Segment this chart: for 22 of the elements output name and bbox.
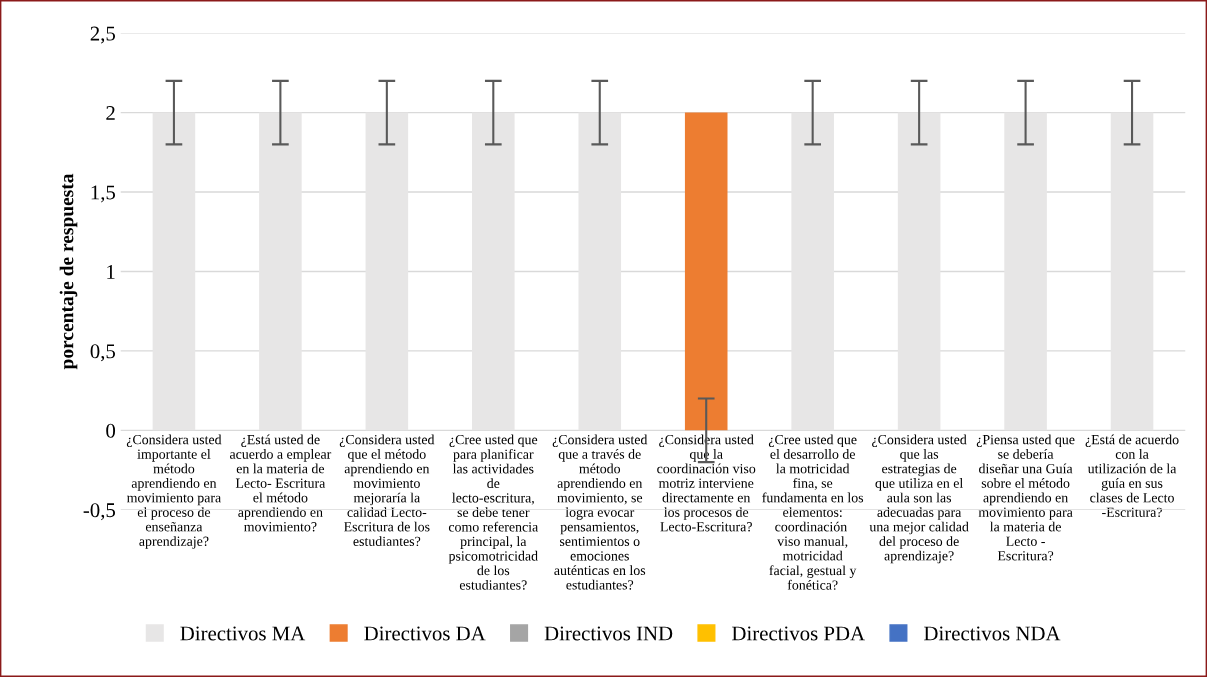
category-label: ¿Cree usted que el desarrollo de la motricidad fina, se fundamenta en los elementos: coordinación viso manual, motricidad facial, gestual y fonética? bbox=[762, 434, 864, 590]
x-tick-label: ¿Considera usted que el método aprendiendo en movimiento mejoraría la calidad Lecto- Escritura de los estudiantes? bbox=[339, 434, 435, 547]
x-tick-label: ¿Está usted de acuerdo a emplear en la materia de Lecto- Escritura el método aprendiendo en movimiento? bbox=[229, 434, 332, 532]
y-axis-title: porcentaje de respuesta bbox=[59, 173, 78, 370]
legend-label: Directivos NDA bbox=[924, 626, 1061, 641]
y-tick-label: 0,5 bbox=[90, 344, 116, 362]
y-tick-label: 1 bbox=[107, 264, 115, 279]
y-tick-label: -0,5 bbox=[83, 503, 116, 521]
x-tick-label: ¿Considera usted importante el método aprendiendo en movimiento para el proceso de enseñanza aprendizaje? bbox=[126, 434, 222, 549]
y-tick-label: 1,5 bbox=[91, 185, 116, 203]
legend-label: Directivos MA bbox=[180, 626, 306, 641]
y-tick-label: 0 bbox=[106, 423, 116, 438]
legend-label: Directivos IND bbox=[544, 626, 673, 641]
category-label: ¿Considera usted que a través de método aprendiendo en movimiento, se logra evocar pensamientos, sentimientos o emociones auténticas en los estudiantes? bbox=[552, 434, 648, 590]
category-label: ¿Cree usted que para planificar las actividades de lecto-escritura, se debe tener como referencia principal, la psicomotricidad de los estudiantes? bbox=[448, 434, 539, 590]
y-tick-label: 2,5 bbox=[90, 26, 116, 44]
category-label: ¿Considera usted que las estrategias de que utiliza en el aula son las adecuadas para una mejor calidad del proceso de aprendizaje? bbox=[869, 434, 969, 564]
legend-label: Directivos PDA bbox=[732, 626, 865, 641]
legend-label: Directivos DA bbox=[364, 626, 486, 641]
category-label: ¿Piensa usted que se debería diseñar una Guía sobre el método aprendiendo en movimiento para la materia de Lecto - Escritura? bbox=[976, 434, 1075, 561]
y-tick-label: 2 bbox=[106, 106, 115, 120]
x-tick-label: ¿Está de acuerdo con la utilización de la guía en sus clases de Lecto -Escritura? bbox=[1085, 434, 1179, 518]
